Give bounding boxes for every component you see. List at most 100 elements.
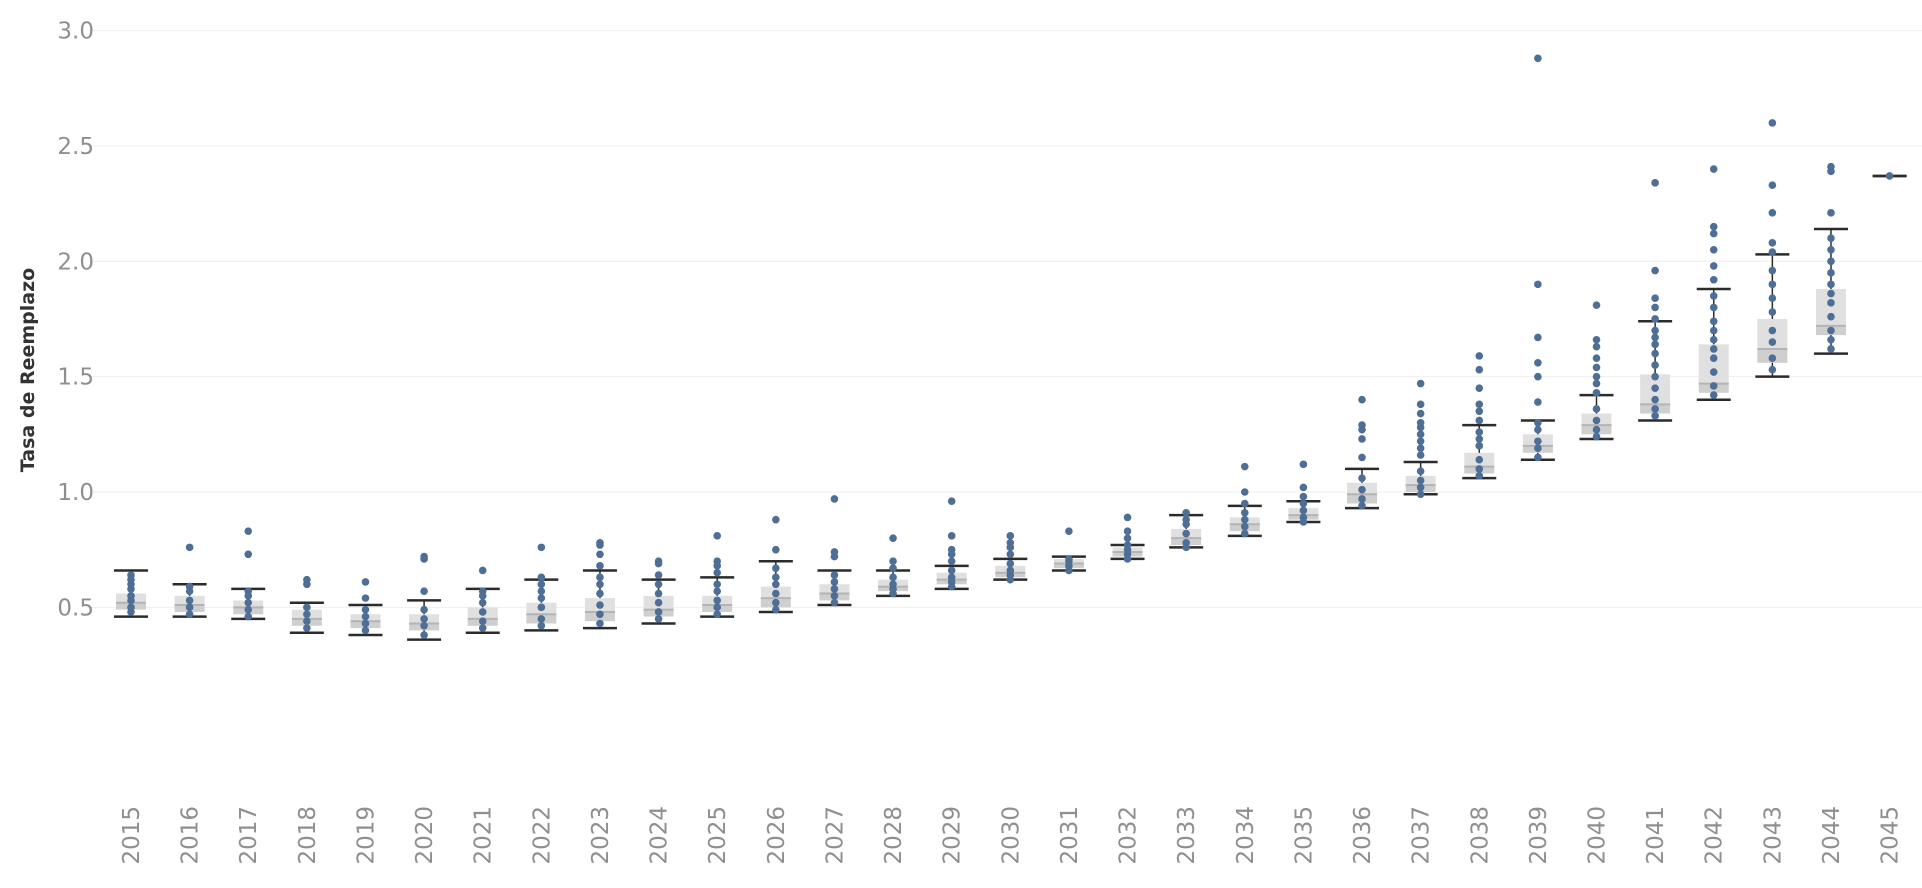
data-point (1768, 338, 1777, 346)
x-tick-label: 2024 (647, 806, 673, 865)
data-point (772, 580, 780, 589)
data-point (772, 545, 780, 554)
data-point (1592, 354, 1601, 362)
data-point (1416, 379, 1425, 388)
data-point (1475, 407, 1484, 416)
data-point (1416, 451, 1425, 459)
data-point (1651, 340, 1659, 349)
data-point (1534, 372, 1542, 381)
data-point (772, 573, 780, 582)
data-point (1123, 527, 1132, 536)
data-point (947, 566, 956, 575)
data-point (1299, 460, 1308, 469)
x-tick-label: 2017 (236, 806, 262, 865)
data-point (1592, 301, 1601, 309)
x-tick-label: 2040 (1585, 806, 1611, 865)
data-point (1006, 550, 1015, 559)
y-tick-label: 2.5 (57, 134, 94, 160)
data-point (1299, 506, 1308, 515)
y-tick-label: 2.0 (57, 249, 94, 275)
gridlines (88, 30, 1922, 608)
data-point (303, 624, 311, 632)
x-tick-label: 2015 (119, 806, 145, 865)
data-point (1592, 405, 1601, 413)
data-point (1475, 400, 1484, 409)
data-point (713, 557, 721, 566)
data-point (1240, 462, 1249, 471)
data-point (185, 610, 194, 619)
data-point (830, 585, 839, 593)
data-point (654, 615, 663, 623)
data-point (1416, 430, 1425, 439)
x-tick-label: 2037 (1409, 806, 1435, 865)
data-point (889, 534, 897, 542)
data-point (1416, 483, 1425, 492)
data-point (1768, 266, 1777, 275)
data-point (1240, 522, 1249, 531)
data-point (1827, 245, 1835, 254)
data-point (713, 587, 721, 596)
data-point (1123, 541, 1132, 549)
data-point (1827, 289, 1835, 298)
data-point (1475, 365, 1484, 374)
x-tick-label: 2029 (940, 806, 966, 865)
data-point (537, 573, 546, 582)
data-point (596, 619, 604, 628)
data-point (1358, 495, 1366, 503)
data-point (1475, 352, 1484, 360)
data-point (1592, 372, 1601, 381)
x-tick-label: 2041 (1643, 806, 1669, 865)
data-point (1709, 345, 1718, 353)
data-point (947, 532, 956, 540)
data-point (596, 589, 604, 598)
data-point (361, 612, 370, 621)
data-point (654, 557, 663, 566)
data-point (1827, 209, 1835, 217)
data-point (1006, 538, 1015, 547)
data-point (1475, 435, 1484, 443)
data-point (127, 571, 135, 579)
data-point (1416, 476, 1425, 485)
data-point (1885, 172, 1894, 180)
data-point (772, 564, 780, 572)
data-point (1651, 412, 1659, 420)
data-point (1592, 388, 1601, 397)
data-point (1651, 333, 1659, 342)
data-point (1358, 421, 1366, 429)
data-point (537, 615, 546, 623)
data-point (244, 587, 253, 596)
data-point (1534, 453, 1542, 462)
data-point (1709, 303, 1718, 312)
data-point (889, 573, 897, 582)
data-point (1534, 437, 1542, 446)
data-point (1534, 280, 1542, 289)
data-point (1768, 248, 1777, 256)
data-point (1534, 398, 1542, 406)
data-point (889, 564, 897, 572)
data-point (830, 578, 839, 586)
data-point (1709, 292, 1718, 300)
x-tick-label: 2042 (1702, 806, 1728, 865)
data-point (1709, 165, 1718, 173)
data-point (1709, 391, 1718, 399)
data-point (1299, 492, 1308, 501)
data-point (830, 571, 839, 579)
data-point (713, 596, 721, 605)
data-point (1709, 275, 1718, 284)
data-point (1475, 465, 1484, 473)
data-point (596, 580, 604, 589)
data-point (361, 619, 370, 628)
x-tick-label: 2023 (588, 806, 614, 865)
x-tick-label: 2035 (1291, 806, 1317, 865)
y-axis-ticks: 0.51.01.52.02.53.03.5 (57, 19, 94, 622)
data-point (1123, 513, 1132, 522)
data-point (478, 587, 487, 596)
data-point (889, 557, 897, 566)
data-point (361, 578, 370, 586)
data-point (1065, 555, 1073, 563)
data-point (1358, 485, 1366, 494)
data-point (947, 545, 956, 554)
data-point (772, 605, 780, 614)
data-point (1475, 384, 1484, 392)
